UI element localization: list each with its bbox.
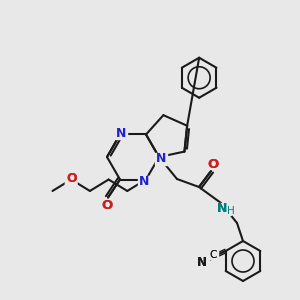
Text: O: O [66,172,76,185]
Bar [197,255,209,266]
Text: O: O [101,199,112,212]
Text: O: O [207,158,219,170]
Text: O: O [66,172,76,185]
Text: O: O [101,199,112,212]
Text: C: C [209,250,216,260]
Text: O: O [207,158,219,170]
Text: N: N [217,202,227,215]
Text: N: N [156,152,166,166]
Bar [206,157,220,169]
Text: N: N [197,256,207,268]
Bar [208,249,218,259]
Bar [155,153,167,165]
Text: N: N [217,202,227,215]
Text: H: H [227,206,235,216]
Text: C: C [209,250,216,260]
Text: N: N [139,175,149,188]
Bar [138,176,150,188]
Bar [101,200,115,211]
Text: N: N [116,127,126,140]
Bar [115,128,127,140]
Text: O: O [66,172,76,185]
Text: N: N [197,256,207,268]
Bar [215,203,231,215]
